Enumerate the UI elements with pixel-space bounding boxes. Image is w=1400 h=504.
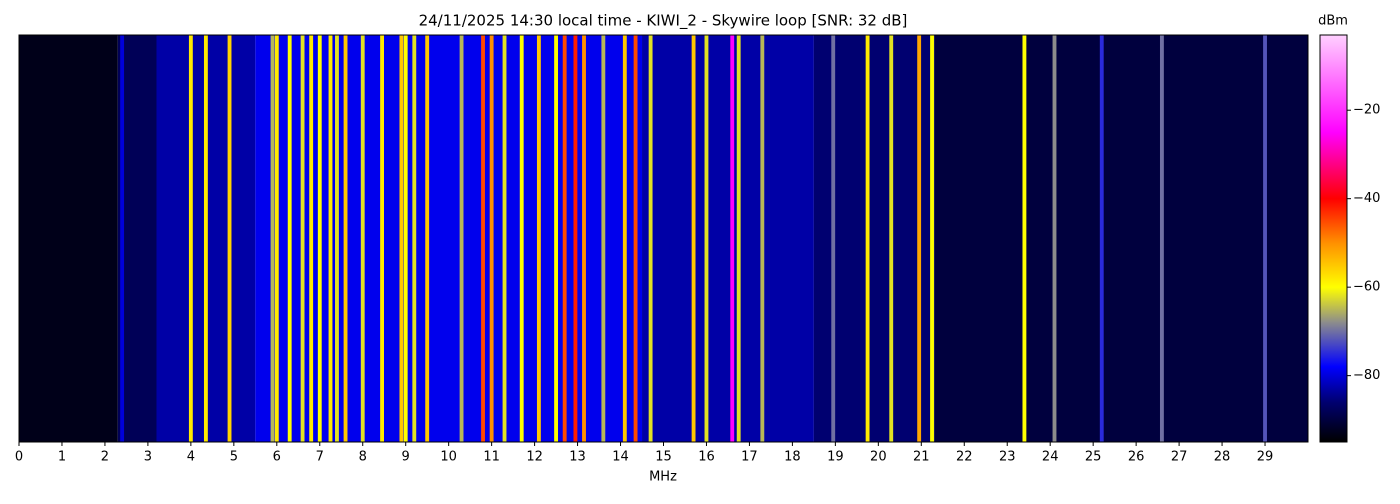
signal — [343, 35, 348, 442]
signal — [459, 35, 464, 442]
x-tick-label: 1 — [58, 450, 66, 465]
x-tick-label: 7 — [316, 450, 324, 465]
signal — [270, 35, 275, 442]
x-tick-label: 4 — [187, 450, 195, 465]
signal — [287, 35, 292, 442]
noise-band — [117, 35, 157, 442]
signal — [489, 35, 494, 442]
x-tick-label: 13 — [569, 450, 586, 465]
noise-band — [934, 35, 1308, 442]
noise-band — [19, 35, 118, 442]
x-tick-label: 17 — [741, 450, 758, 465]
signal — [601, 35, 606, 442]
signal — [481, 35, 485, 442]
x-tick-label: 8 — [359, 450, 367, 465]
signal — [360, 35, 365, 442]
signal — [1263, 35, 1267, 442]
x-tick-label: 23 — [999, 450, 1016, 465]
x-tick-label: 9 — [402, 450, 410, 465]
signal — [648, 35, 653, 442]
x-tick-label: 5 — [230, 450, 238, 465]
signal — [274, 35, 279, 442]
signal — [573, 35, 578, 442]
x-tick-label: 20 — [870, 450, 887, 465]
signal — [554, 35, 559, 442]
signal — [1159, 35, 1164, 442]
signal — [300, 35, 305, 442]
x-tick-label: 15 — [655, 450, 672, 465]
colorbar-tick-label: −80 — [1353, 368, 1380, 383]
x-tick-label: 25 — [1085, 450, 1102, 465]
signal — [399, 35, 404, 442]
signal — [335, 35, 339, 442]
signal — [502, 35, 507, 442]
signal — [188, 35, 193, 442]
signal — [736, 35, 741, 442]
signal — [730, 35, 735, 442]
signal — [1099, 35, 1104, 442]
x-tick-label: 10 — [440, 450, 457, 465]
x-tick-label: 19 — [827, 450, 844, 465]
noise-band — [642, 35, 814, 442]
x-tick-label: 3 — [144, 450, 152, 465]
signal — [519, 35, 524, 442]
signal — [917, 35, 922, 442]
x-tick-label: 29 — [1257, 450, 1274, 465]
colorbar — [1319, 34, 1348, 443]
x-tick-label: 0 — [15, 450, 23, 465]
colorbar-label: dBm — [1318, 14, 1348, 29]
x-tick-label: 27 — [1171, 450, 1188, 465]
signal — [380, 35, 385, 442]
signal — [309, 35, 314, 442]
signal — [831, 35, 836, 442]
chart-title: 24/11/2025 14:30 local time - KIWI_2 - S… — [419, 12, 908, 31]
x-tick-label: 16 — [698, 450, 715, 465]
x-tick-label: 28 — [1214, 450, 1231, 465]
x-tick-label: 18 — [784, 450, 801, 465]
signal — [536, 35, 541, 442]
signal — [704, 35, 709, 442]
signal — [865, 35, 870, 442]
x-tick-label: 26 — [1128, 450, 1145, 465]
signal — [691, 35, 696, 442]
x-tick-label: 21 — [913, 450, 930, 465]
plot-area — [19, 35, 1308, 442]
signal — [633, 35, 638, 442]
signal — [412, 35, 417, 442]
signal — [120, 35, 125, 442]
signal — [760, 35, 765, 442]
signal — [227, 35, 232, 442]
signal — [403, 35, 408, 442]
signal — [1022, 35, 1027, 442]
colorbar-tick-label: −60 — [1353, 280, 1380, 295]
signal — [203, 35, 208, 442]
x-tick-label: 11 — [483, 450, 500, 465]
signal — [328, 35, 333, 442]
signal — [425, 35, 430, 442]
x-tick-label: 12 — [526, 450, 543, 465]
colorbar-tick-label: −40 — [1353, 191, 1380, 206]
signal — [1052, 35, 1057, 442]
x-tick-label: 2 — [101, 450, 109, 465]
signal — [317, 35, 322, 442]
x-tick-label: 22 — [956, 450, 973, 465]
colorbar-tick-label: −20 — [1353, 103, 1380, 118]
signal — [582, 35, 586, 442]
signal — [889, 35, 894, 442]
x-tick-label: 14 — [612, 450, 629, 465]
signal — [930, 35, 934, 442]
x-tick-label: 6 — [273, 450, 281, 465]
signal — [562, 35, 567, 442]
x-axis-label: MHz — [649, 470, 677, 485]
x-tick-label: 24 — [1042, 450, 1059, 465]
signal — [622, 35, 627, 442]
